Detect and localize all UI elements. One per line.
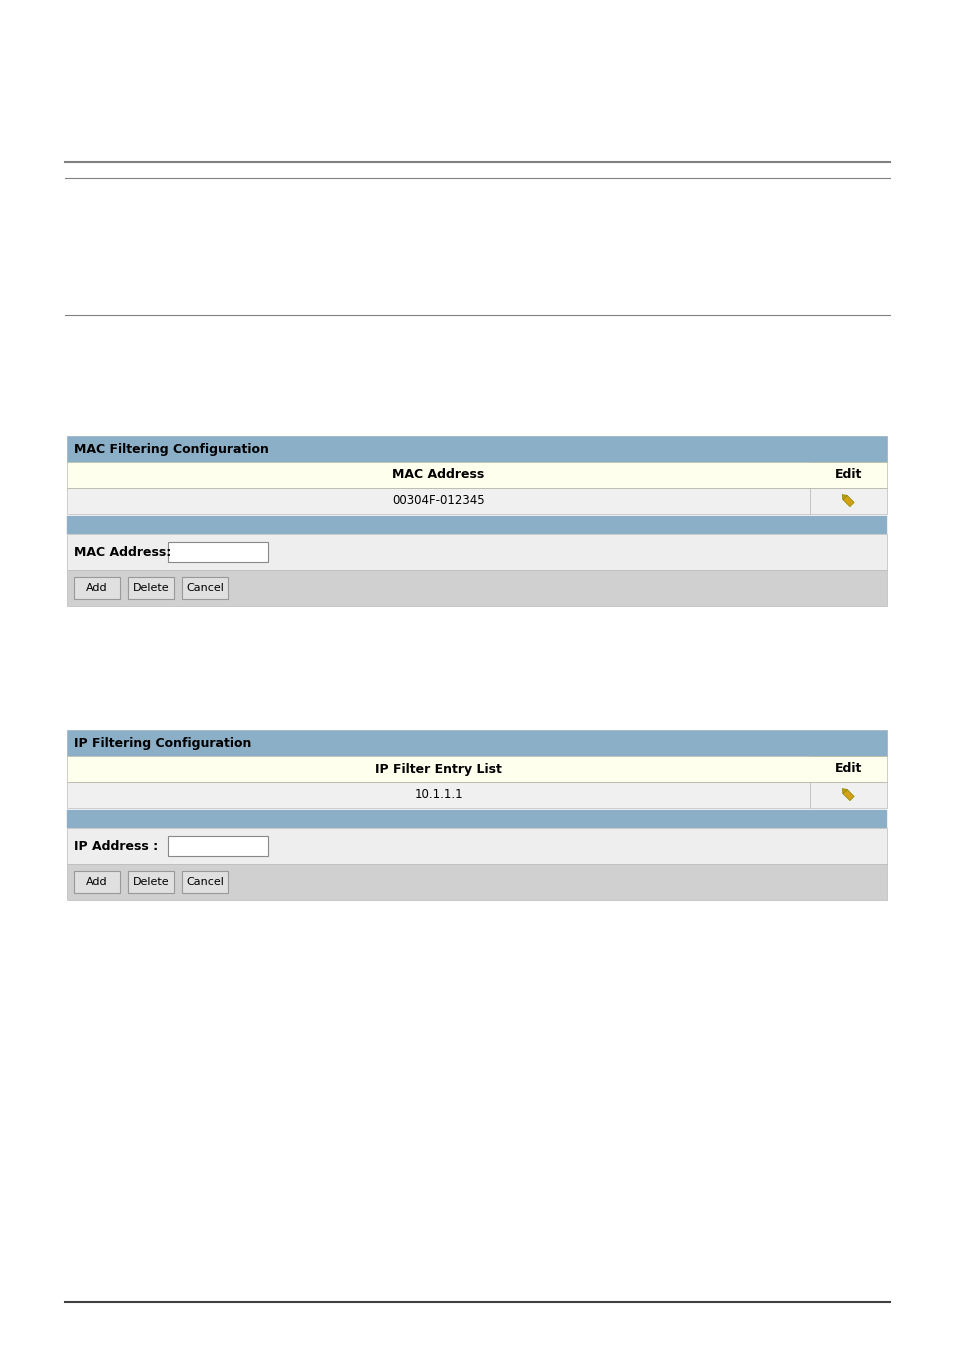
- Text: Delete: Delete: [132, 877, 169, 888]
- FancyBboxPatch shape: [67, 488, 809, 513]
- Text: Delete: Delete: [132, 584, 169, 593]
- FancyBboxPatch shape: [67, 828, 886, 865]
- Text: Cancel: Cancel: [186, 877, 224, 888]
- FancyBboxPatch shape: [74, 871, 120, 893]
- FancyBboxPatch shape: [67, 757, 886, 782]
- FancyBboxPatch shape: [128, 871, 173, 893]
- FancyBboxPatch shape: [809, 488, 886, 513]
- FancyBboxPatch shape: [67, 865, 886, 900]
- FancyBboxPatch shape: [67, 782, 809, 808]
- Text: Add: Add: [86, 877, 108, 888]
- FancyBboxPatch shape: [67, 730, 886, 757]
- FancyBboxPatch shape: [67, 462, 886, 488]
- FancyBboxPatch shape: [182, 577, 228, 598]
- FancyBboxPatch shape: [128, 577, 173, 598]
- FancyBboxPatch shape: [67, 534, 886, 570]
- Text: MAC Address:: MAC Address:: [74, 546, 172, 558]
- Polygon shape: [841, 496, 853, 507]
- Polygon shape: [841, 789, 853, 801]
- FancyBboxPatch shape: [74, 577, 120, 598]
- Text: MAC Address: MAC Address: [392, 469, 484, 481]
- FancyBboxPatch shape: [67, 811, 886, 828]
- Text: MAC Filtering Configuration: MAC Filtering Configuration: [74, 443, 269, 455]
- Text: IP Filtering Configuration: IP Filtering Configuration: [74, 736, 251, 750]
- Text: 10.1.1.1: 10.1.1.1: [414, 789, 462, 801]
- Text: Edit: Edit: [834, 469, 862, 481]
- Text: IP Address :: IP Address :: [74, 839, 158, 852]
- FancyBboxPatch shape: [809, 782, 886, 808]
- Text: Add: Add: [86, 584, 108, 593]
- Text: IP Filter Entry List: IP Filter Entry List: [375, 762, 501, 775]
- Text: 00304F-012345: 00304F-012345: [392, 494, 484, 508]
- FancyBboxPatch shape: [67, 436, 886, 462]
- Text: Cancel: Cancel: [186, 584, 224, 593]
- Polygon shape: [841, 789, 846, 793]
- FancyBboxPatch shape: [182, 871, 228, 893]
- Polygon shape: [841, 494, 846, 500]
- FancyBboxPatch shape: [168, 836, 268, 857]
- FancyBboxPatch shape: [168, 542, 268, 562]
- FancyBboxPatch shape: [67, 516, 886, 534]
- Text: Edit: Edit: [834, 762, 862, 775]
- FancyBboxPatch shape: [67, 570, 886, 607]
